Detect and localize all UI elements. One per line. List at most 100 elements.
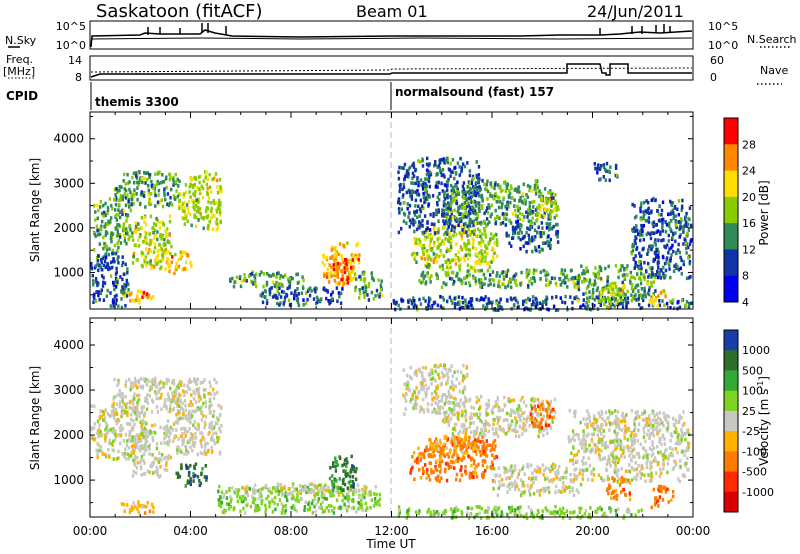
power-echo-cell [219, 203, 222, 207]
power-echo-cell [676, 264, 679, 269]
velocity-echo-cell [199, 441, 203, 446]
power-echo-cell [470, 200, 473, 204]
power-echo-cell [684, 238, 687, 243]
velocity-echo-cell [156, 410, 159, 414]
velocity-echo-cell [233, 506, 236, 510]
power-echo-cell [104, 213, 107, 217]
velocity-echo-cell [343, 458, 347, 462]
power-echo-cell [688, 242, 692, 247]
velocity-echo-cell [331, 489, 335, 493]
velocity-echo-cell [343, 502, 346, 507]
power-echo-cell [466, 269, 469, 274]
power-echo-cell [619, 288, 622, 292]
power-echo-cell [99, 291, 103, 296]
power-echo-cell [378, 292, 382, 296]
power-echo-cell [119, 215, 122, 220]
power-echo-cell [283, 295, 287, 300]
power-echo-cell [436, 172, 439, 176]
power-echo-cell [661, 218, 664, 223]
velocity-echo-cell [222, 495, 225, 500]
velocity-echo-cell [136, 445, 139, 450]
power-echo-cell [484, 235, 487, 239]
power-echo-cell [635, 214, 638, 219]
velocity-echo-cell [129, 508, 132, 512]
power-echo-cell [406, 202, 409, 206]
power-echo-cell [448, 276, 452, 281]
power-echo-cell [623, 297, 627, 301]
power-echo-cell [485, 224, 488, 228]
power-echo-cell [198, 180, 201, 185]
power-echo-cell [128, 205, 131, 209]
power-echo-cell [657, 266, 660, 270]
power-echo-cell [416, 192, 419, 197]
velocity-echo-cell [121, 391, 124, 396]
power-echo-cell [153, 264, 156, 269]
power-echo-cell [460, 257, 463, 261]
power-echo-cell [129, 298, 132, 303]
power-echo-cell [208, 219, 211, 224]
nsearch-tick-top: 10^5 [708, 20, 738, 33]
colorbar-frame [723, 117, 739, 303]
power-echo-cell [635, 229, 638, 233]
power-echo-cell [667, 239, 670, 243]
power-echo-cell [480, 220, 483, 225]
power-echo-cell [93, 292, 96, 297]
power-echo-cell [216, 190, 220, 195]
velocity-echo-cell [144, 432, 147, 436]
nsky-label: N.Sky [5, 34, 37, 47]
velocity-echo-cell [260, 494, 263, 499]
velocity-echo-cell [261, 499, 264, 503]
power-echo-cell [594, 266, 597, 270]
power-echo-cell [294, 293, 297, 297]
power-echo-cell [305, 291, 308, 295]
power-echo-cell [116, 223, 119, 227]
power-echo-cell [504, 270, 508, 275]
power-echo-cell [533, 183, 537, 188]
velocity-echo-cell [197, 394, 201, 399]
power-echo-cell [476, 175, 479, 180]
power-echo-cell [142, 180, 145, 185]
velocity-echo-cell [291, 482, 295, 486]
power-echo-cell [100, 274, 104, 278]
velocity-echo-cell [133, 380, 137, 384]
power-echo-cell [653, 240, 656, 245]
velocity-echo-cell [144, 377, 147, 382]
power-echo-cell [145, 260, 149, 265]
power-echo-cell [449, 218, 453, 222]
velocity-echo-cell [344, 496, 347, 500]
power-echo-cell [576, 283, 580, 288]
power-echo-cell [407, 305, 410, 310]
power-echo-cell [648, 273, 651, 277]
power-echo-cell [456, 180, 459, 185]
power-echo-cell [635, 283, 638, 288]
velocity-echo-cell [354, 489, 358, 494]
power-echo-cell [508, 191, 512, 196]
power-echo-cell [585, 286, 589, 291]
power-echo-cell [324, 288, 327, 292]
velocity-echo-cell [152, 430, 155, 435]
power-echo-cell [462, 206, 465, 210]
power-echo-cell [526, 184, 530, 188]
power-echo-cell [364, 283, 367, 288]
velocity-echo-cell [249, 504, 252, 509]
power-echo-cell [145, 241, 148, 245]
power-echo-cell [117, 208, 120, 212]
power-echo-cell [520, 270, 523, 275]
power-echo-cell [115, 198, 118, 202]
velocity-echo-cell [345, 457, 348, 461]
velocity-echo-cell [325, 506, 328, 510]
power-echo-cell [145, 178, 149, 182]
power-echo-cell [494, 192, 497, 196]
power-echo-cell [400, 299, 403, 303]
power-echo-cell [468, 230, 472, 234]
power-echo-cell [538, 234, 542, 239]
power-echo-cell [556, 205, 559, 209]
power-echo-cell [123, 272, 127, 276]
power-echo-cell [143, 257, 146, 261]
power-echo-cell [637, 266, 641, 271]
power-echo-cell [606, 283, 609, 288]
power-echo-cell [102, 263, 106, 268]
power-echo-cell [471, 174, 475, 179]
velocity-echo-cell [248, 487, 252, 491]
power-echo-cell [142, 194, 146, 198]
